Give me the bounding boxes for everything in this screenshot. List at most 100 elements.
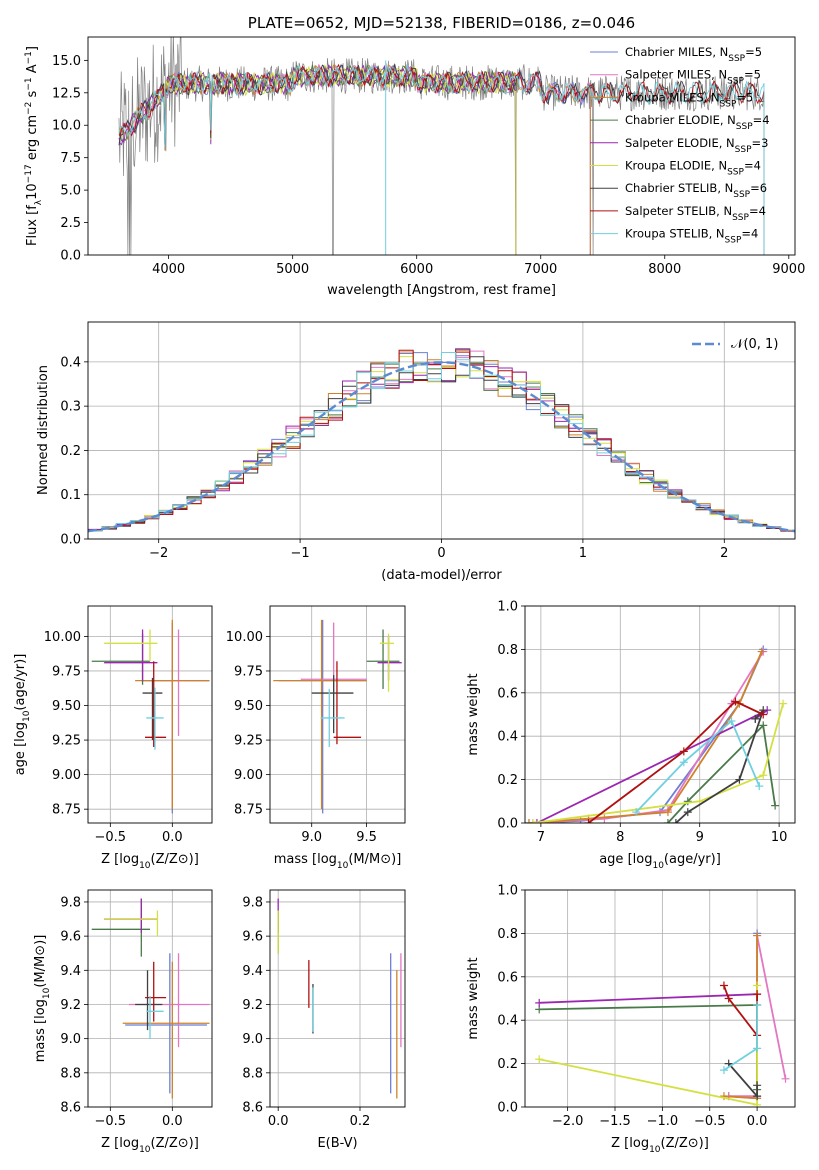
error-cross — [146, 687, 164, 750]
mass-age-panel: 9.0 9.5 8.75 9.00 9.25 9.50 9.75 10.00 mass [log… — [226, 605, 406, 871]
axes-frame — [87, 36, 796, 256]
y-tick-label: 0.0 — [497, 817, 518, 832]
weight-point — [779, 699, 788, 708]
legend-label: 𝒩(0, 1) — [731, 337, 778, 352]
label-part: Salpeter MILES, N — [625, 68, 727, 82]
legend-label: Chabrier STELIB, NSSP=6 — [625, 181, 767, 200]
weight-point — [759, 771, 768, 780]
label-subscript: SSP — [735, 145, 752, 155]
y-tick-label: 0.2 — [60, 444, 81, 459]
y-tick-label: 1.0 — [497, 600, 518, 615]
label-part: =4 — [741, 227, 758, 241]
weight-point — [771, 801, 780, 810]
x-axis-label: (data-model)/error — [381, 568, 502, 583]
y-tick-label: 9.4 — [60, 964, 81, 979]
weight-point — [753, 1081, 762, 1090]
legend-label: Kroupa MILES, NSSP=5 — [625, 90, 753, 109]
weight-point — [719, 1066, 728, 1075]
label-part: Chabrier STELIB, N — [625, 181, 733, 195]
y-tick-label: 0.2 — [497, 1057, 518, 1072]
x-tick-label: −1.5 — [599, 1114, 631, 1129]
label-part: =4 — [753, 113, 770, 127]
y-tick-label: 9.00 — [234, 768, 263, 783]
x-axis-label: Z [log10(Z/Z⊙)] — [611, 1136, 709, 1155]
y-tick-label: 9.8 — [60, 895, 81, 910]
x-tick-label: 1 — [579, 546, 587, 561]
x-tick-label: 9 — [696, 830, 704, 845]
label-part: Z [log — [611, 1136, 649, 1151]
y-tick-label: 0.1 — [60, 488, 81, 503]
weight-point — [753, 990, 762, 999]
y-tick-label: 10.00 — [226, 630, 263, 645]
z-mass-panel: −0.5 0.08.68.89.09.29.49.69.8Z [log10(Z/Z… — [33, 889, 213, 1155]
weight-point — [663, 819, 672, 823]
error-cross — [366, 629, 400, 689]
axes-frame — [87, 321, 796, 540]
legend-label: Salpeter MILES, NSSP=5 — [625, 68, 761, 87]
x-tick-label: −1.0 — [647, 1114, 679, 1129]
y-tick-label: 0.0 — [60, 249, 81, 264]
error-cross — [135, 619, 210, 810]
x-axis-label: Z [log10(Z/Z⊙)] — [101, 852, 199, 871]
plot-area — [273, 619, 402, 814]
label-subscript: SSP — [720, 99, 737, 109]
error-cross — [273, 619, 367, 810]
weight-point — [535, 1055, 544, 1064]
x-tick-label: 9.5 — [356, 830, 377, 845]
weight-point — [724, 994, 733, 1003]
x-tick-label: −0.5 — [95, 1114, 127, 1129]
label-superscript: −1 — [24, 77, 34, 90]
error-cross — [104, 629, 158, 662]
label-part: age [log — [13, 722, 28, 775]
model-spectrum-line — [118, 63, 765, 255]
plot-area — [277, 898, 402, 1099]
y-tick-label: 8.75 — [234, 803, 263, 818]
weight-point — [735, 775, 744, 784]
x-tick-label: −0.5 — [95, 830, 127, 845]
y-tick-label: 0.6 — [497, 970, 518, 985]
plot-area — [91, 898, 210, 1099]
spectrum-panel: 4000 5000 6000 7000 8000 9000 0.0 2.5 5.0 7.5 10.0… — [24, 14, 805, 298]
label-part: (Z/Z⊙)] — [151, 1136, 199, 1151]
weight-point — [525, 819, 533, 823]
label-part: Kroupa ELODIE, N — [625, 159, 727, 173]
y-tick-label: 8.8 — [60, 1066, 81, 1081]
label-subscript: λ — [34, 199, 44, 205]
legend-label: Kroupa STELIB, NSSP=4 — [625, 227, 758, 246]
label-part: ] — [25, 46, 40, 51]
y-tick-label: 9.2 — [60, 998, 81, 1013]
weight-point — [757, 647, 766, 656]
plot-area — [88, 348, 795, 534]
y-tick-label: 10.0 — [52, 119, 81, 134]
y-tick-label: 8.6 — [60, 1101, 81, 1116]
label-part: age [log — [599, 852, 652, 867]
axes-frame — [524, 605, 796, 824]
weight-point — [719, 981, 728, 990]
label-part: 10 — [25, 183, 40, 200]
weight-point — [663, 808, 672, 817]
y-tick-label: 9.2 — [242, 998, 263, 1013]
label-part: (M/M⊙)] — [33, 935, 48, 988]
y-tick-label: 0.8 — [497, 927, 518, 942]
label-part: mass [log — [274, 852, 337, 867]
x-axis-label: E(B-V) — [317, 1136, 357, 1151]
histogram-line — [88, 352, 795, 532]
label-part: =5 — [745, 45, 762, 59]
weight-point — [683, 797, 692, 806]
weight-point — [759, 721, 768, 730]
y-tick-label: 0.4 — [497, 730, 518, 745]
legend-label: Kroupa ELODIE, NSSP=4 — [625, 159, 761, 178]
error-cross — [122, 961, 210, 1099]
y-tick-label: 2.5 — [60, 216, 81, 231]
plot-area — [525, 645, 788, 823]
error-cross — [135, 970, 163, 1031]
label-part: mass [log — [33, 999, 48, 1062]
error-cross — [320, 688, 345, 747]
legend-label: Salpeter ELODIE, NSSP=3 — [625, 136, 768, 155]
z-weight-panel: −2.0 −1.5 −1.0 −0.5 0.0 0.0 0.2 0.4 0.6 0.8 1.0 Z [… — [466, 884, 796, 1155]
x-tick-label: 2 — [720, 546, 728, 561]
label-subscript: 10 — [652, 861, 664, 871]
error-cross — [146, 995, 164, 1039]
